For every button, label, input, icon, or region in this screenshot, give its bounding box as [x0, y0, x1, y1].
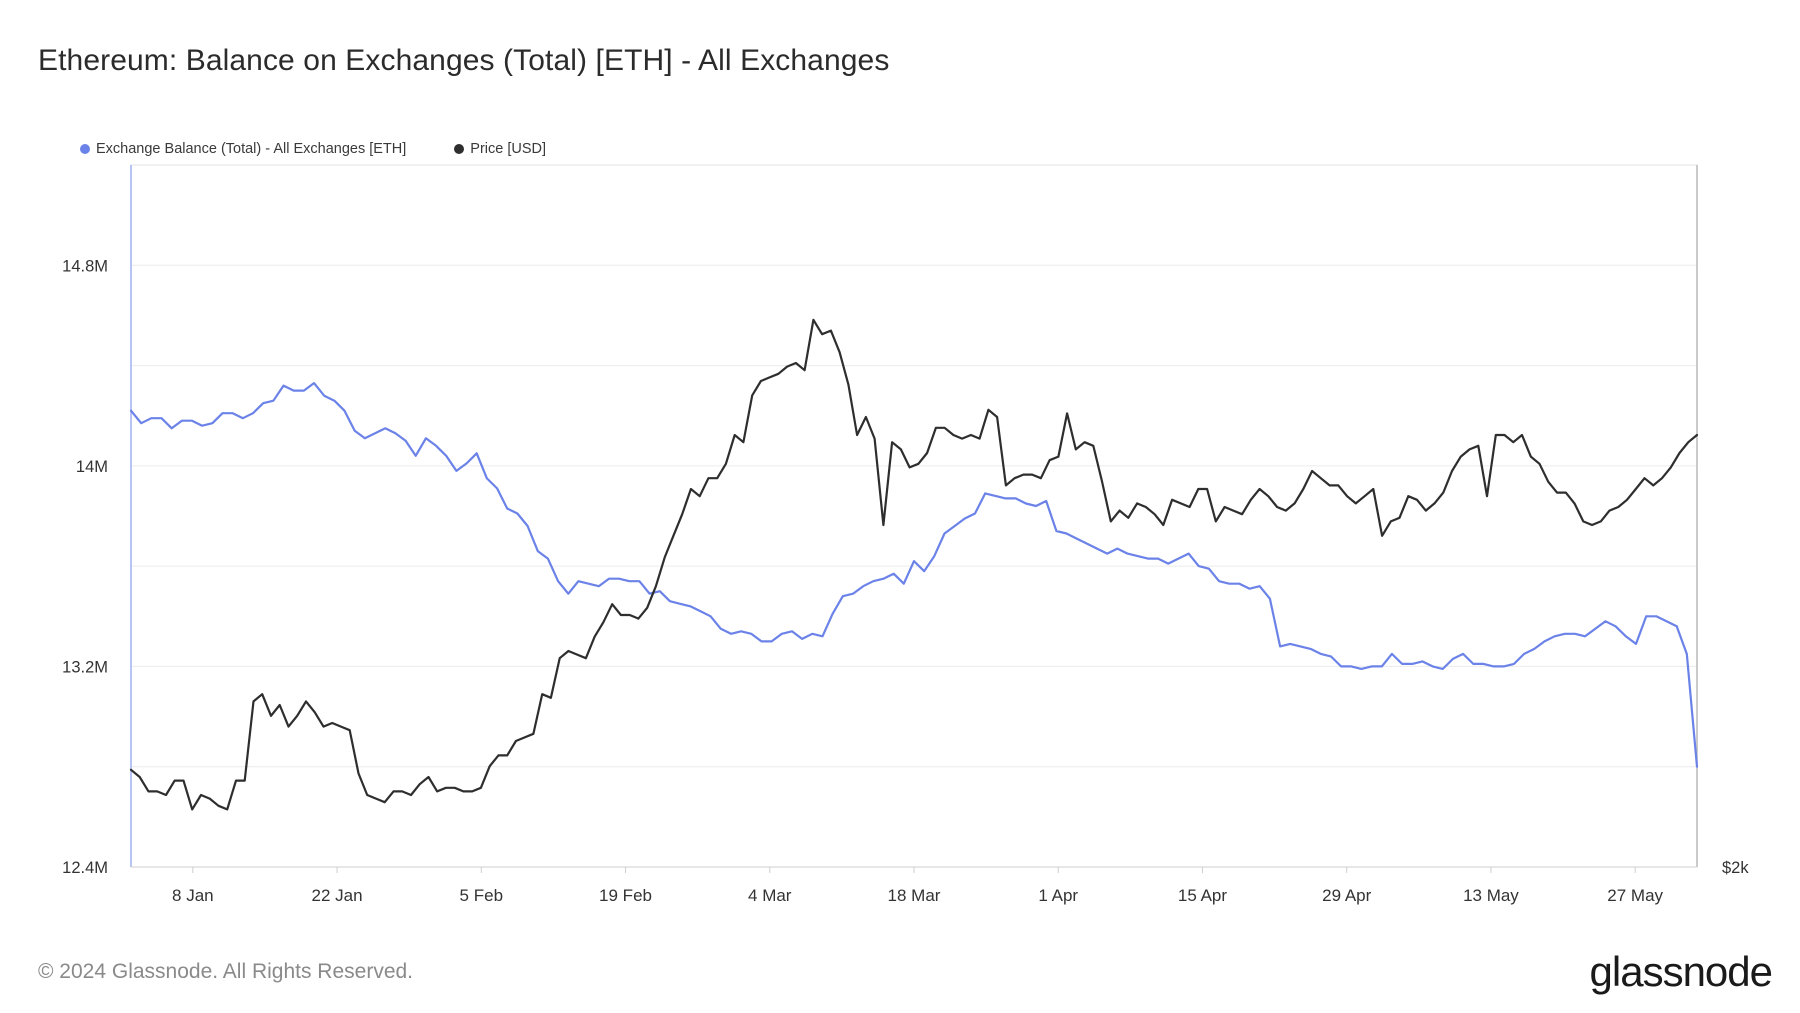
x-tick-label: 29 Apr	[1322, 886, 1371, 905]
y-left-tick-label: 13.2M	[62, 658, 108, 676]
x-tick-label: 1 Apr	[1038, 886, 1078, 905]
legend-swatch-exchange-balance	[80, 144, 90, 154]
chart-legend: Exchange Balance (Total) - All Exchanges…	[80, 141, 546, 157]
y-left-tick-label: 12.4M	[62, 859, 108, 877]
y-left-tick-label: 14M	[76, 458, 108, 476]
x-tick-label: 22 Jan	[312, 886, 363, 905]
copyright-footer: © 2024 Glassnode. All Rights Reserved.	[38, 960, 414, 983]
x-tick-label: 8 Jan	[172, 886, 214, 905]
legend-item-price[interactable]: Price [USD]	[454, 141, 546, 157]
x-tick-label: 27 May	[1607, 886, 1663, 905]
y-left-tick-label: 14.8M	[62, 257, 108, 275]
plot-frame	[130, 164, 1698, 868]
x-tick-label: 13 May	[1463, 886, 1519, 905]
chart-title: Ethereum: Balance on Exchanges (Total) […	[38, 44, 890, 77]
x-tick-label: 4 Mar	[748, 886, 792, 905]
x-tick-label: 5 Feb	[460, 886, 503, 905]
series-line-exchange-balance	[129, 382, 1699, 768]
x-tick-label: 19 Feb	[599, 886, 652, 905]
glassnode-logo: glassnode	[1589, 948, 1773, 995]
series-line-price	[129, 318, 1699, 811]
legend-item-exchange-balance[interactable]: Exchange Balance (Total) - All Exchanges…	[80, 141, 406, 157]
x-tick-label: 15 Apr	[1178, 886, 1227, 905]
y-right-tick-label: $2k	[1722, 859, 1749, 877]
x-tick-label: 18 Mar	[888, 886, 941, 905]
legend-swatch-price	[454, 144, 465, 154]
legend-label-exchange-balance: Exchange Balance (Total) - All Exchanges…	[96, 141, 407, 157]
legend-label-price: Price [USD]	[470, 141, 547, 157]
